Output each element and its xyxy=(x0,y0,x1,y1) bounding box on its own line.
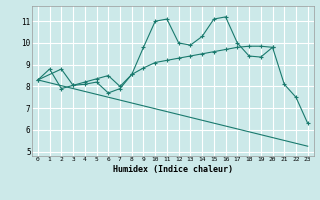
X-axis label: Humidex (Indice chaleur): Humidex (Indice chaleur) xyxy=(113,165,233,174)
